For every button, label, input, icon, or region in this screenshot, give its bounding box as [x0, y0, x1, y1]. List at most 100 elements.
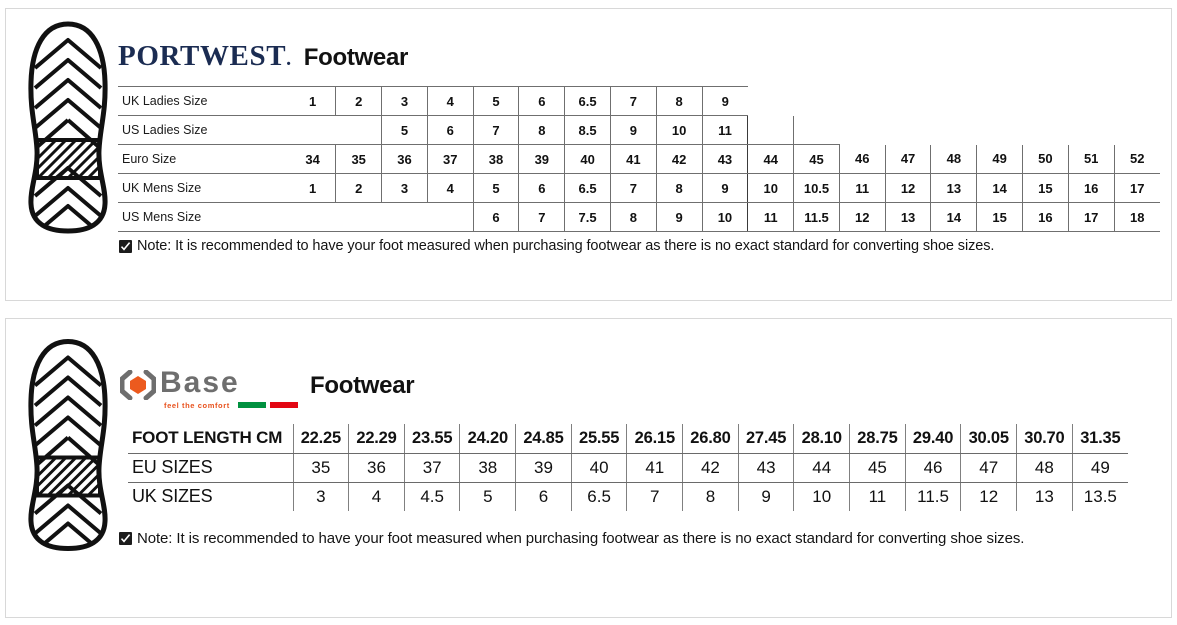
- table-cell: [335, 115, 383, 145]
- table-row: FOOT LENGTH CM 22.25 22.29 23.55 24.20 24.85 2…: [128, 424, 1128, 454]
- table-row: US Ladies Size 5 6 7 8 8.5 9 10 11: [118, 115, 1160, 145]
- table-cell: 26.15: [626, 424, 684, 454]
- table-cell: 28.75: [849, 424, 906, 454]
- table-cell: 4: [427, 86, 474, 116]
- table-cell: 6.5: [564, 86, 611, 116]
- table-cell: 7: [610, 86, 657, 116]
- table-cell: 8.5: [564, 115, 611, 145]
- table-row: UK Mens Size 1 2 3 4 5 6 6.5 7 8 9 10 10.5 11 12 13 14 15…: [118, 173, 1160, 203]
- table-cell: 40: [571, 453, 628, 483]
- table-cell: 17: [1114, 173, 1160, 203]
- table-cell: 46: [905, 453, 962, 483]
- table-cell: 11.5: [905, 482, 962, 511]
- table-cell: [977, 116, 1023, 145]
- table-row: UK Ladies Size 1 2 3 4 5 6 6.5 7 8 9: [118, 86, 1160, 116]
- table-cell: [1068, 87, 1114, 116]
- table-cell: 39: [515, 453, 572, 483]
- table-cell: 6: [518, 86, 566, 116]
- table-cell: 12: [885, 173, 932, 203]
- table-cell: 29.40: [905, 424, 962, 454]
- table-cell: [794, 87, 840, 116]
- table-cell: 10: [702, 202, 749, 232]
- table-cell: [931, 116, 977, 145]
- table-cell: 45: [849, 453, 906, 483]
- base-size-table: FOOT LENGTH CM 22.25 22.29 23.55 24.20 24.85 2…: [128, 424, 1128, 511]
- portwest-note: Note: It is recommended to have your foo…: [119, 238, 994, 254]
- table-cell: 50: [1022, 144, 1069, 174]
- table-cell: 11: [702, 115, 749, 145]
- table-cell: 25.55: [571, 424, 628, 454]
- table-cell: 2: [335, 86, 383, 116]
- table-cell: 10: [747, 173, 795, 203]
- table-cell: 45: [793, 144, 840, 174]
- table-cell: 48: [930, 144, 978, 174]
- table-cell: 5: [381, 115, 428, 145]
- table-cell: 44: [793, 453, 851, 483]
- table-cell: 49: [976, 144, 1024, 174]
- checkbox-checked-icon: [119, 532, 132, 545]
- table-cell: [427, 202, 474, 232]
- table-cell: 11: [849, 482, 906, 511]
- table-cell: 11: [839, 173, 886, 203]
- table-cell: 5: [473, 173, 520, 203]
- table-cell: 27.45: [738, 424, 795, 454]
- table-cell: [1023, 87, 1069, 116]
- base-tagline: feel the comfort: [164, 401, 230, 410]
- table-cell: 18: [1114, 202, 1160, 232]
- table-cell: [335, 202, 382, 232]
- table-cell: 3: [381, 173, 428, 203]
- table-cell: 8: [682, 482, 739, 511]
- table-cell: 15: [1022, 173, 1069, 203]
- table-cell: 8: [656, 86, 703, 116]
- table-cell: [977, 87, 1023, 116]
- portwest-size-table: UK Ladies Size 1 2 3 4 5 6 6.5 7 8 9 US Ladies Size…: [118, 86, 1160, 232]
- base-note-text: Note: It is recommended to have your foo…: [137, 530, 1025, 547]
- table-cell: [839, 116, 885, 145]
- table-cell: 22.25: [293, 424, 350, 454]
- table-cell: 10.5: [793, 173, 840, 203]
- table-cell: 44: [747, 144, 795, 174]
- table-cell: [793, 115, 840, 145]
- table-cell: 17: [1068, 202, 1115, 232]
- table-cell: 43: [702, 144, 749, 174]
- table-cell: 41: [626, 453, 684, 483]
- table-cell: [931, 87, 977, 116]
- table-cell: 6: [427, 115, 474, 145]
- table-cell: 37: [427, 144, 474, 174]
- table-cell: 46: [839, 144, 886, 174]
- table-cell: 24.20: [459, 424, 517, 454]
- base-logo: Base feel the comfort: [119, 366, 298, 414]
- table-row: Euro Size 34 35 36 37 38 39 40 41 42 43 44 45 46 47 48 4…: [118, 144, 1160, 174]
- portwest-logo: PORTWEST.: [118, 40, 292, 72]
- table-cell: 40: [564, 144, 611, 174]
- table-cell: 35: [335, 144, 383, 174]
- table-row: UK SIZES 3 4 4.5 5 6 6.5 7 8 9 10 11 11.5 12 13 13.5: [128, 482, 1128, 511]
- table-cell: 7: [518, 202, 566, 232]
- table-cell: [1068, 116, 1114, 145]
- row-label: FOOT LENGTH CM: [128, 424, 294, 454]
- table-cell: 3: [293, 482, 350, 511]
- table-cell: 7.5: [564, 202, 611, 232]
- table-cell: 23.55: [404, 424, 461, 454]
- table-cell: 52: [1114, 144, 1160, 174]
- table-cell: 13: [930, 173, 978, 203]
- table-cell: 11: [747, 202, 795, 232]
- table-cell: 7: [473, 115, 520, 145]
- row-label: UK Mens Size: [118, 173, 291, 203]
- table-cell: 4: [348, 482, 405, 511]
- base-wordmark: Base: [160, 366, 240, 399]
- portwest-table-body: UK Ladies Size 1 2 3 4 5 6 6.5 7 8 9 US Ladies Size…: [118, 86, 1160, 232]
- row-label: Euro Size: [118, 144, 291, 174]
- table-cell: 8: [610, 202, 657, 232]
- table-cell: 9: [702, 86, 748, 116]
- table-cell: 6: [473, 202, 520, 232]
- table-cell: 41: [610, 144, 657, 174]
- row-label: UK Ladies Size: [118, 86, 291, 116]
- table-cell: 12: [839, 202, 886, 232]
- table-cell: 31.35: [1072, 424, 1128, 454]
- table-cell: 47: [960, 453, 1018, 483]
- table-cell: 51: [1068, 144, 1115, 174]
- table-cell: 30.05: [960, 424, 1018, 454]
- table-cell: [747, 115, 795, 145]
